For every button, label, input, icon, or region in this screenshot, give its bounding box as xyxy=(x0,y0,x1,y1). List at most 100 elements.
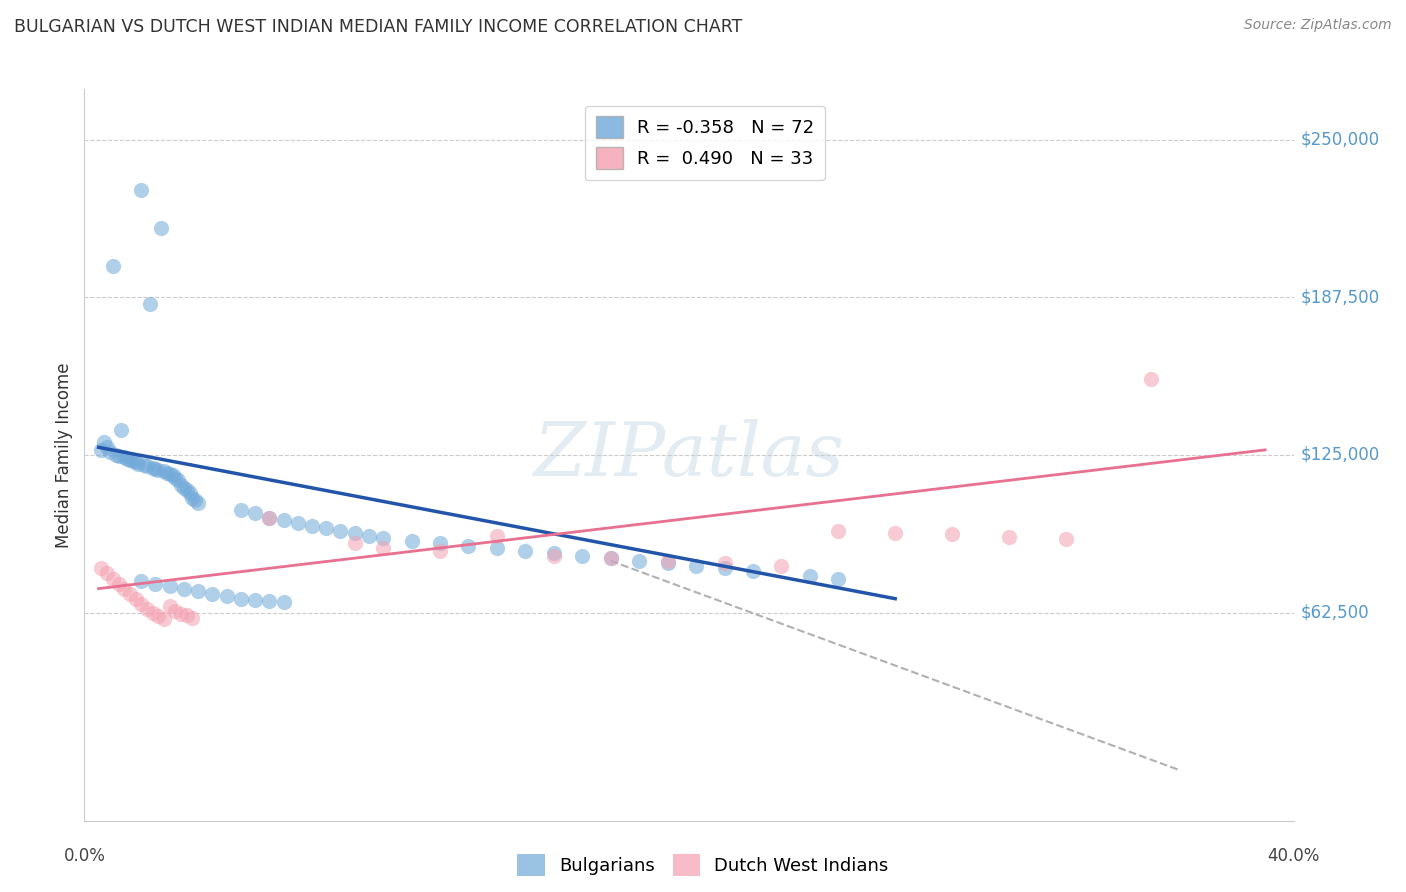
Point xyxy=(827,572,849,586)
Point xyxy=(357,528,380,542)
Point xyxy=(107,449,129,463)
Point xyxy=(159,599,181,614)
Point xyxy=(215,589,238,603)
Point xyxy=(243,593,266,607)
Point xyxy=(1054,533,1077,547)
Point xyxy=(657,554,679,568)
Point xyxy=(136,601,159,615)
Point xyxy=(571,549,593,563)
Point xyxy=(121,454,143,468)
Text: 0.0%: 0.0% xyxy=(63,847,105,865)
Point xyxy=(343,526,366,541)
Point xyxy=(90,442,112,457)
Point xyxy=(770,558,793,573)
Legend: R = -0.358   N = 72, R =  0.490   N = 33: R = -0.358 N = 72, R = 0.490 N = 33 xyxy=(585,105,825,180)
Text: $125,000: $125,000 xyxy=(1301,446,1379,464)
Point xyxy=(150,221,173,235)
Point xyxy=(110,423,132,437)
Y-axis label: Median Family Income: Median Family Income xyxy=(55,362,73,548)
Point xyxy=(107,576,129,591)
Point xyxy=(371,541,394,556)
Text: 40.0%: 40.0% xyxy=(1267,847,1320,865)
Point xyxy=(229,591,252,606)
Point xyxy=(165,604,187,618)
Point xyxy=(243,506,266,520)
Point xyxy=(884,526,907,541)
Point xyxy=(187,496,209,510)
Text: $250,000: $250,000 xyxy=(1301,130,1379,149)
Point xyxy=(124,591,146,606)
Point xyxy=(115,451,138,466)
Point xyxy=(127,457,149,471)
Point xyxy=(136,459,159,474)
Point xyxy=(515,543,537,558)
Point xyxy=(429,543,451,558)
Point xyxy=(170,607,193,621)
Point xyxy=(153,464,176,478)
Point xyxy=(142,460,165,475)
Point xyxy=(173,582,195,596)
Point xyxy=(998,530,1021,544)
Point xyxy=(179,485,201,500)
Point xyxy=(599,551,621,566)
Point xyxy=(124,455,146,469)
Point xyxy=(713,557,735,571)
Point xyxy=(170,478,193,492)
Point xyxy=(457,539,479,553)
Point xyxy=(657,557,679,571)
Point xyxy=(145,576,167,591)
Point xyxy=(599,551,621,566)
Point xyxy=(139,296,162,310)
Point xyxy=(145,462,167,476)
Point xyxy=(112,450,135,465)
Point xyxy=(132,458,155,472)
Point xyxy=(148,463,170,477)
Text: BULGARIAN VS DUTCH WEST INDIAN MEDIAN FAMILY INCOME CORRELATION CHART: BULGARIAN VS DUTCH WEST INDIAN MEDIAN FA… xyxy=(14,18,742,36)
Point xyxy=(176,483,198,498)
Point xyxy=(159,467,181,481)
Point xyxy=(118,453,141,467)
Point xyxy=(187,584,209,599)
Point xyxy=(713,561,735,575)
Point xyxy=(167,473,190,487)
Point xyxy=(159,579,181,593)
Text: ZIPatlas: ZIPatlas xyxy=(533,418,845,491)
Point xyxy=(259,594,281,608)
Point xyxy=(287,516,309,530)
Point xyxy=(181,610,204,624)
Point xyxy=(273,514,295,528)
Point xyxy=(98,445,121,459)
Point xyxy=(118,587,141,601)
Point xyxy=(941,527,963,541)
Point xyxy=(101,259,124,273)
Point xyxy=(742,564,765,578)
Point xyxy=(96,566,118,581)
Point xyxy=(343,536,366,550)
Point xyxy=(173,481,195,495)
Point xyxy=(685,558,707,573)
Point xyxy=(184,493,207,508)
Point xyxy=(827,524,849,538)
Point xyxy=(543,546,565,560)
Point xyxy=(329,524,352,538)
Point xyxy=(165,470,187,484)
Text: $62,500: $62,500 xyxy=(1301,604,1369,622)
Point xyxy=(301,518,323,533)
Point xyxy=(153,612,176,626)
Point xyxy=(129,574,152,588)
Point xyxy=(156,466,179,480)
Point xyxy=(401,533,423,548)
Point xyxy=(799,569,821,583)
Point xyxy=(201,587,224,601)
Point xyxy=(101,572,124,586)
Point xyxy=(273,595,295,609)
Legend: Bulgarians, Dutch West Indians: Bulgarians, Dutch West Indians xyxy=(510,847,896,883)
Point xyxy=(259,511,281,525)
Point xyxy=(142,606,165,620)
Text: $187,500: $187,500 xyxy=(1301,288,1379,306)
Point xyxy=(315,521,337,535)
Point xyxy=(93,435,115,450)
Point xyxy=(628,554,651,568)
Point xyxy=(148,609,170,624)
Point xyxy=(371,531,394,545)
